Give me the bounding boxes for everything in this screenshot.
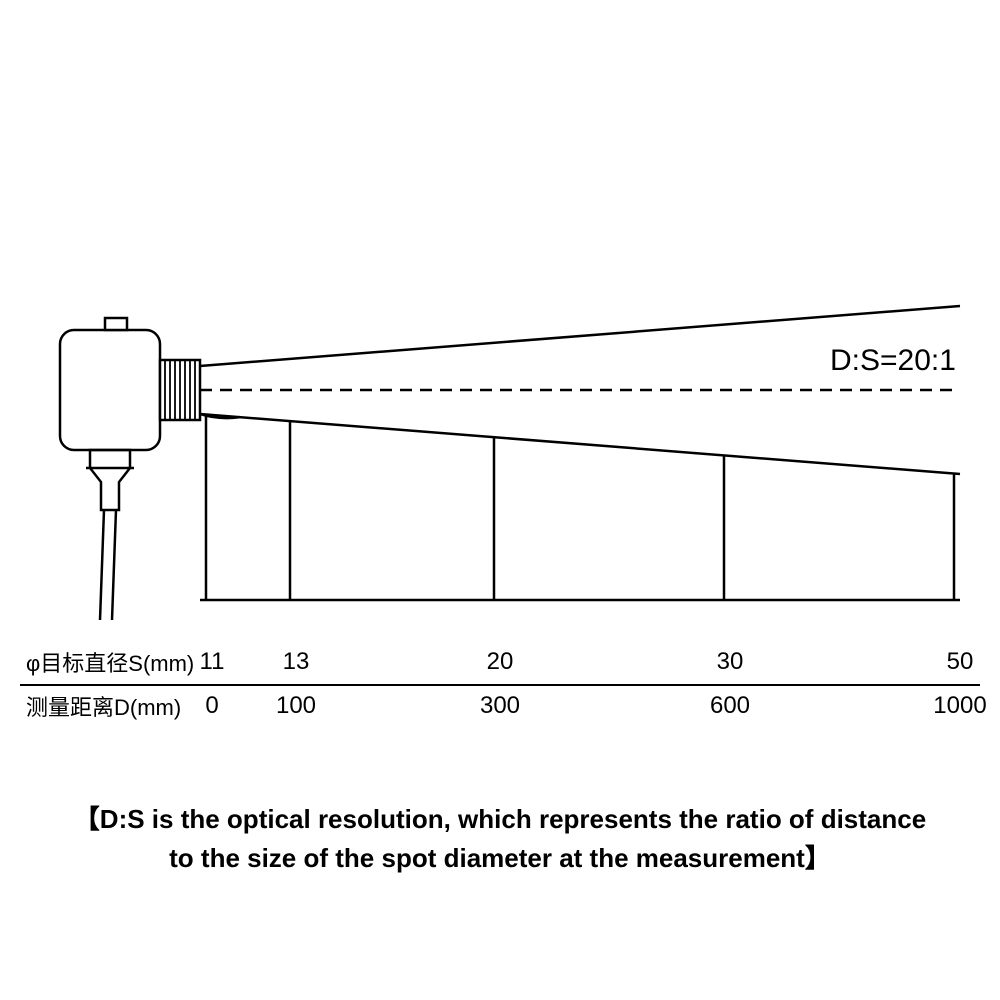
diameter-value: 20 bbox=[487, 648, 514, 676]
diameter-value: 11 bbox=[200, 648, 225, 676]
row-distance: 测量距离D(mm) 01003006001000 bbox=[20, 684, 980, 728]
distance-value: 100 bbox=[276, 692, 316, 720]
svg-text:D:S=20:1: D:S=20:1 bbox=[830, 344, 956, 377]
diameter-value: 13 bbox=[283, 648, 310, 676]
table-divider bbox=[20, 684, 980, 686]
diameter-value: 30 bbox=[717, 648, 744, 676]
row-diameter: φ目标直径S(mm) 11 13 20 30 50 bbox=[20, 640, 980, 684]
distance-value: 0 bbox=[205, 692, 218, 720]
distance-cells: 01003006001000 bbox=[196, 684, 980, 728]
distance-label: 测量距离D(mm) bbox=[20, 690, 196, 722]
page-root: D:S=20:1 φ目标直径S(mm) 11 13 20 30 50 测量距离D(mm)… bbox=[0, 0, 1000, 1000]
distance-value: 1000 bbox=[933, 692, 986, 720]
diameter-label: φ目标直径S(mm) bbox=[20, 646, 196, 678]
distance-value: 300 bbox=[480, 692, 520, 720]
diameter-cells: 11 13 20 30 50 bbox=[196, 640, 980, 684]
sensor-beam-diagram: D:S=20:1 bbox=[0, 240, 1000, 620]
distance-value: 600 bbox=[710, 692, 750, 720]
diagram-svg: D:S=20:1 bbox=[0, 240, 1000, 620]
diameter-value: 50 bbox=[947, 648, 974, 676]
caption-text: 【D:S is the optical resolution, which re… bbox=[60, 800, 940, 878]
